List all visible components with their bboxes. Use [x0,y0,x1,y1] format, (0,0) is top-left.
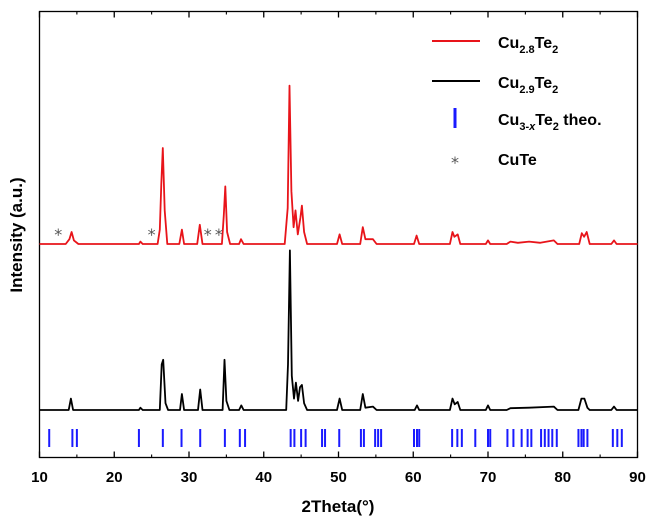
legend-label-3: Cu3-xTe2 theo. [498,112,602,133]
x-axis-ticks: 10 20 30 40 50 60 70 80 90 [31,11,646,486]
legend: Cu2.8Te2 Cu2.9Te2 Cu3-xTe2 theo. * CuTe [432,35,602,172]
impurity-marker-2: * [148,225,156,244]
impurity-marker-3: * [204,225,212,244]
reference-ticks [48,429,623,447]
series-line-2 [39,249,638,411]
x-tick-label-3: 30 [181,469,198,486]
x-tick-label-7: 70 [480,469,497,486]
x-tick-label-5: 50 [330,469,347,486]
y-axis-label: Intensity (a.u.) [7,177,26,292]
x-axis-label: 2Theta(°) [302,497,375,516]
x-tick-label-1: 10 [31,469,48,486]
x-tick-label-8: 80 [554,469,571,486]
series-line-1 [39,84,638,245]
impurity-markers: * * * * [54,225,223,244]
legend-label-1: Cu2.8Te2 [498,35,558,56]
legend-label-2: Cu2.9Te2 [498,75,558,96]
legend-swatch-4: * [451,153,459,172]
x-tick-label-2: 20 [106,469,123,486]
x-tick-label-6: 60 [405,469,422,486]
impurity-marker-4: * [215,225,223,244]
series-lines [39,84,638,411]
impurity-marker-1: * [54,225,62,244]
x-tick-label-4: 40 [255,469,272,486]
legend-label-4: CuTe [498,152,537,169]
x-tick-label-9: 90 [629,469,646,486]
